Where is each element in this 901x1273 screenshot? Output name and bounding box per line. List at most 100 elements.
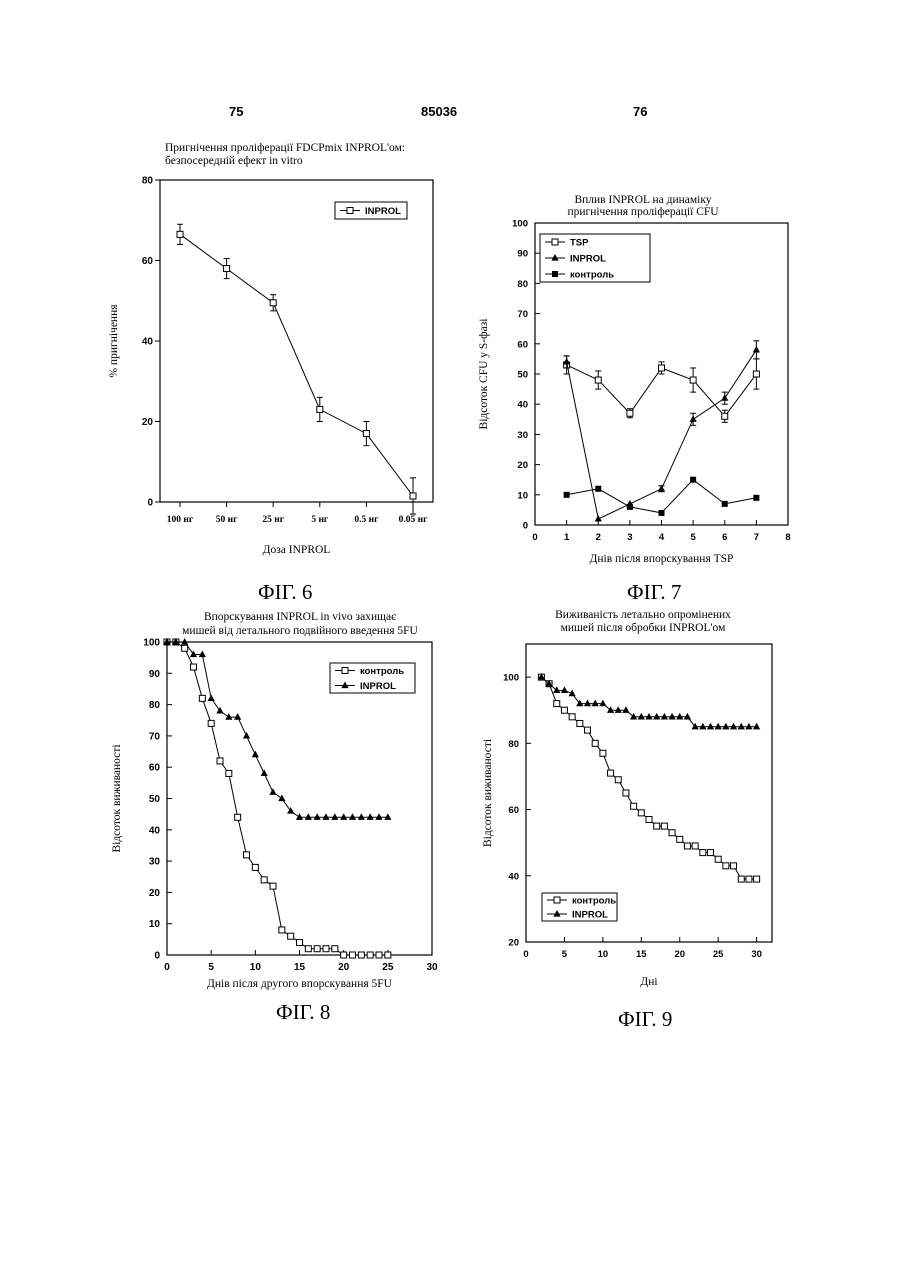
fig9-data-point	[684, 713, 691, 720]
fig9-data-point	[654, 823, 660, 829]
fig7-x-tick-label: 1	[564, 532, 570, 543]
fig8-data-point	[376, 952, 382, 958]
fig9-data-point	[738, 723, 745, 730]
fig9-data-point	[630, 713, 637, 720]
fig8-data-point	[261, 769, 268, 776]
fig6-x-tick-label: 100 нг	[167, 515, 194, 525]
fig7-y-tick-label: 20	[517, 460, 528, 471]
fig6-data-point	[317, 406, 323, 412]
fig9-data-point	[707, 723, 714, 730]
fig8-y-tick-label: 10	[149, 919, 161, 930]
fig7-data-point	[659, 510, 665, 516]
fig6-y-tick-label: 40	[142, 337, 154, 348]
fig9-data-point	[600, 750, 606, 756]
fig9-data-point	[661, 823, 667, 829]
fig9-series-line	[541, 677, 756, 879]
fig9-x-axis-label: Дні	[640, 976, 657, 988]
fig8-x-axis-label: Днів після другого впорскування 5FU	[207, 978, 393, 990]
fig7-y-tick-label: 50	[517, 370, 528, 381]
fig6-caption: ФІГ. 6	[258, 580, 312, 605]
fig9-y-tick-label: 80	[508, 739, 519, 750]
fig9-title-line: Виживаність летально опромінених	[555, 609, 731, 621]
fig8-data-point	[279, 927, 285, 933]
fig9-legend-label: контроль	[572, 896, 616, 907]
fig7-x-tick-label: 6	[722, 532, 727, 543]
fig7-y-axis-label: Відсоток CFU у S-фазі	[478, 319, 490, 430]
fig8-data-point	[181, 638, 188, 645]
fig9-data-point	[622, 706, 629, 713]
fig6-y-tick-label: 20	[142, 417, 154, 428]
fig8-data-point	[199, 695, 205, 701]
fig9-y-tick-label: 40	[508, 871, 519, 882]
fig9-legend-marker	[554, 897, 560, 903]
fig7-data-point	[627, 504, 633, 510]
fig9-data-point	[645, 713, 652, 720]
fig9-data-point	[646, 816, 652, 822]
fig9-legend-label: INPROL	[572, 910, 608, 921]
fig9-data-point	[615, 777, 621, 783]
fig8-y-tick-label: 80	[149, 700, 161, 711]
fig6-y-tick-label: 60	[142, 256, 154, 267]
fig7-chart: Вплив INPROL на динамікупригнічення прол…	[478, 190, 803, 575]
fig6-data-point	[410, 493, 416, 499]
fig8-title-line: мишей від летального подвійного введення…	[182, 625, 418, 637]
fig6-x-tick-label: 0.5 нг	[354, 515, 379, 525]
fig8-data-point	[297, 939, 303, 945]
fig8-x-tick-label: 25	[382, 962, 394, 973]
fig8-data-point	[208, 694, 215, 701]
fig9-data-point	[676, 713, 683, 720]
fig9-data-point	[715, 723, 722, 730]
fig9-data-point	[599, 700, 606, 707]
fig7-legend-label: INPROL	[570, 254, 606, 265]
fig7-x-tick-label: 7	[754, 532, 759, 543]
fig8-y-tick-label: 70	[149, 731, 161, 742]
fig7-data-point	[753, 346, 760, 353]
fig7-data-point	[690, 415, 697, 422]
fig9-data-point	[722, 723, 729, 730]
fig8-y-axis-label: Відсоток виживаності	[111, 744, 123, 852]
fig8-data-point	[252, 864, 258, 870]
fig7-x-tick-label: 3	[627, 532, 632, 543]
fig8-y-tick-label: 40	[149, 825, 161, 836]
fig6-series-line	[180, 234, 413, 496]
fig9-data-point	[746, 876, 752, 882]
fig7-x-tick-label: 0	[532, 532, 537, 543]
fig8-data-point	[341, 952, 347, 958]
fig9-x-tick-label: 10	[598, 949, 609, 960]
fig8-data-point	[323, 946, 329, 952]
fig7-x-tick-label: 2	[596, 532, 601, 543]
fig7-caption: ФІГ. 7	[627, 580, 681, 605]
fig8-x-tick-label: 10	[250, 962, 262, 973]
fig9-data-point	[592, 700, 599, 707]
fig7-x-tick-label: 5	[690, 532, 696, 543]
fig8-x-tick-label: 30	[426, 962, 438, 973]
patent-number: 85036	[421, 104, 457, 119]
fig9-data-point	[700, 850, 706, 856]
fig7-legend-marker	[552, 271, 558, 277]
fig8-data-point	[314, 813, 321, 820]
fig7-x-tick-label: 8	[785, 532, 790, 543]
fig7-data-point	[627, 410, 633, 416]
fig8-data-point	[217, 758, 223, 764]
fig9-y-axis-label: Відсоток виживаності	[482, 739, 494, 847]
fig9-data-point	[745, 723, 752, 730]
fig6-data-point	[177, 231, 183, 237]
fig8-data-point	[349, 813, 356, 820]
fig9-data-point	[554, 701, 560, 707]
fig9-data-point	[669, 830, 675, 836]
fig7-data-point	[595, 486, 601, 492]
fig9-x-tick-label: 25	[713, 949, 724, 960]
fig9-data-point	[668, 713, 675, 720]
fig8-data-point	[278, 795, 285, 802]
fig9-x-tick-label: 0	[523, 949, 528, 960]
fig7-legend-marker	[552, 239, 558, 245]
fig7-y-tick-label: 70	[517, 309, 528, 320]
fig6-legend-label: INPROL	[365, 206, 401, 217]
fig9-data-point	[738, 876, 744, 882]
fig8-data-point	[340, 813, 347, 820]
fig8-data-point	[270, 883, 276, 889]
fig8-data-point	[225, 713, 232, 720]
fig6-y-axis-label: % пригнічення	[108, 304, 120, 378]
fig8-y-tick-label: 30	[149, 857, 161, 868]
fig9-data-point	[692, 843, 698, 849]
